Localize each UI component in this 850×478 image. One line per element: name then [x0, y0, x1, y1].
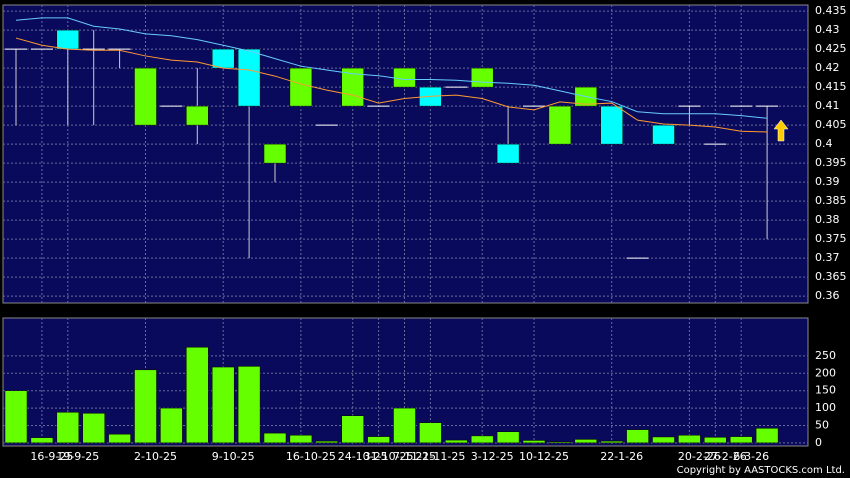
volume-bar: [56, 412, 80, 444]
x-tick-label: 27-2-26: [704, 450, 747, 463]
volume-bar: [4, 390, 28, 444]
x-tick-label: 6-3-26: [733, 450, 769, 463]
volume-bar: [419, 422, 442, 444]
y-tick-label: 0.38: [815, 213, 840, 226]
x-tick-label: 16-9-25: [30, 450, 73, 463]
volume-bar: [341, 415, 364, 444]
candle-body: [237, 48, 261, 107]
volume-bar: [393, 407, 416, 444]
y-tick-label: 50: [815, 418, 829, 431]
candle-body: [289, 67, 313, 107]
price-panel: [2, 4, 809, 304]
volume-bar: [445, 439, 468, 444]
y-tick-label: 0: [815, 436, 822, 449]
y-tick-label: 0.435: [815, 4, 847, 17]
volume-bar: [134, 369, 157, 444]
y-tick-label: 0.39: [815, 175, 840, 188]
y-tick-label: 0.42: [815, 61, 840, 74]
volume-bar: [574, 439, 598, 444]
y-tick-label: 150: [815, 384, 836, 397]
volume-bar: [548, 441, 572, 444]
candle-body: [134, 67, 157, 126]
candle-body: [263, 143, 287, 164]
moving-average-line: [15, 17, 768, 119]
volume-bar: [522, 440, 546, 444]
volume-bar: [186, 346, 209, 444]
volume-bar: [729, 436, 753, 444]
y-tick-label: 0.37: [815, 251, 840, 264]
y-tick-label: 0.36: [815, 289, 840, 302]
y-tick-label: 0.405: [815, 118, 847, 131]
y-tick-label: 0.415: [815, 80, 847, 93]
volume-bar: [30, 437, 54, 444]
x-tick-label: 16-10-25: [286, 450, 336, 463]
candle-body: [393, 67, 416, 88]
x-tick-label: 24-10-25: [338, 450, 388, 463]
x-tick-label: 3-12-25: [471, 450, 514, 463]
y-tick-label: 0.4: [815, 137, 833, 150]
y-tick-label: 250: [815, 349, 836, 362]
candle-body: [548, 105, 572, 145]
volume-bar: [755, 428, 779, 444]
volume-bar: [600, 440, 623, 444]
candle-body: [652, 124, 675, 145]
x-tick-label: 19-9-25: [56, 450, 99, 463]
volume-bar: [652, 436, 675, 444]
x-tick-label: 20-2-26: [678, 450, 721, 463]
candle-body: [600, 105, 623, 145]
x-tick-label: 31-10-25: [364, 450, 414, 463]
y-tick-label: 0.375: [815, 232, 847, 245]
volume-bar: [367, 436, 390, 444]
volume-bar: [678, 434, 701, 444]
x-tick-label: 7-11-25: [393, 450, 436, 463]
y-tick-label: 0.43: [815, 23, 840, 36]
y-tick-label: 0.385: [815, 194, 847, 207]
volume-bar: [108, 433, 131, 444]
volume-bar: [82, 413, 105, 444]
x-tick-label: 22-1-26: [600, 450, 643, 463]
volume-bar: [289, 434, 313, 444]
volume-bar: [211, 366, 235, 444]
volume-bar: [160, 407, 183, 444]
candle-body: [186, 105, 209, 126]
x-tick-label: 10-12-25: [519, 450, 569, 463]
candle-body: [496, 143, 520, 164]
last-price-arrow: [773, 119, 789, 142]
volume-bar: [237, 366, 261, 444]
volume-bar: [704, 437, 727, 444]
y-tick-label: 200: [815, 366, 836, 379]
volume-bar: [315, 440, 339, 444]
candle-body: [211, 48, 235, 69]
x-tick-label: 9-10-25: [212, 450, 255, 463]
y-tick-label: 0.425: [815, 42, 847, 55]
moving-average-line: [15, 37, 768, 133]
y-tick-label: 100: [815, 401, 836, 414]
y-tick-label: 0.395: [815, 156, 847, 169]
volume-bar: [263, 432, 287, 444]
x-tick-label: 21-11-25: [415, 450, 465, 463]
candle-body: [470, 67, 494, 88]
y-tick-label: 0.365: [815, 270, 847, 283]
x-tick-label: 2-10-25: [134, 450, 177, 463]
volume-bar: [626, 429, 649, 444]
copyright: Copyright by AASTOCKS.com Ltd.: [677, 465, 845, 476]
volume-bar: [496, 431, 520, 444]
y-tick-label: 0.41: [815, 99, 840, 112]
candle-body: [56, 29, 80, 50]
volume-bar: [470, 435, 494, 444]
